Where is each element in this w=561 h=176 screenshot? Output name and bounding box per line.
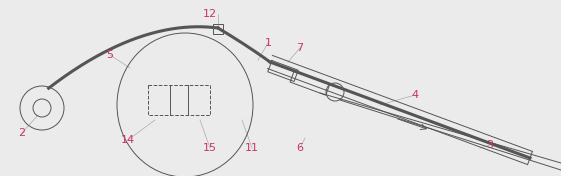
Bar [213,24,223,34]
Text: 2: 2 [19,128,26,138]
Text: 15: 15 [203,143,217,153]
Text: 4: 4 [411,90,419,100]
Text: 6: 6 [297,143,304,153]
Text: 7: 7 [296,43,304,53]
Text: 11: 11 [245,143,259,153]
Text: 3: 3 [486,140,494,150]
Text: 12: 12 [203,9,217,19]
Text: 5: 5 [107,50,113,60]
Text: 1: 1 [264,38,272,48]
Text: 14: 14 [121,135,135,145]
Bar [148,85,210,115]
